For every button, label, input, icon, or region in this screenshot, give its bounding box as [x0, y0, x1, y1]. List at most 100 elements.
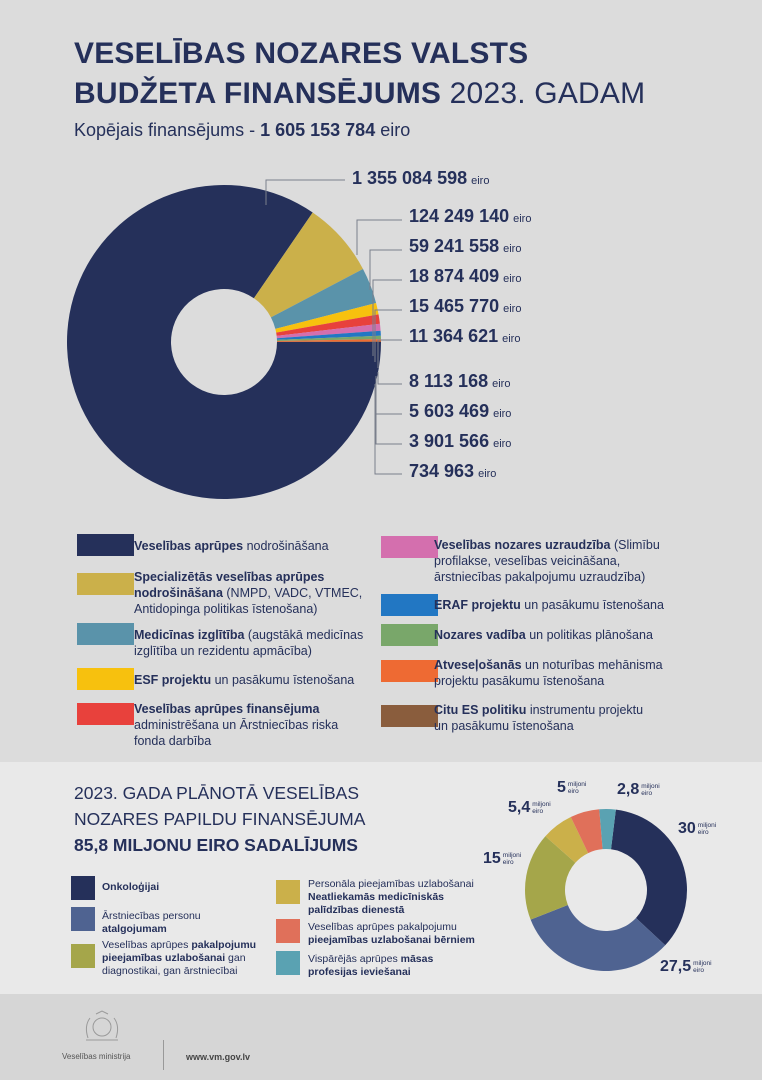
title-line-2-bold: BUDŽETA FINANSĒJUMS	[74, 77, 442, 110]
legend2-item-0: Onkoloģijai	[102, 881, 262, 894]
legend-swatch-1	[77, 573, 134, 595]
legend-item-bold: Specializētās veselības aprūpes nodrošin…	[134, 570, 325, 600]
additional-slice-4	[570, 809, 603, 854]
legend-item-rest: un politikas plānošana	[525, 628, 653, 642]
legend-item-bold: Citu ES politiku	[434, 703, 527, 717]
coat-of-arms-icon	[85, 1010, 119, 1041]
legend-item-rest: nodrošināšana	[243, 539, 329, 553]
legend2-text-pre: Veselības aprūpes	[102, 939, 192, 951]
main-value-unit: eiro	[471, 175, 490, 187]
additional-value-number: 15	[483, 850, 501, 867]
legend-swatch-9	[381, 705, 438, 727]
main-slice-6	[276, 330, 381, 340]
legend-item-rest: (Slimību profilakse, veselības veicināša…	[434, 538, 660, 584]
leader-line-3	[372, 279, 402, 356]
legend-item-2: Medicīnas izglītība (augstākā medicīnas …	[134, 627, 369, 659]
additional-value-unit: miljoni eiro	[698, 822, 716, 836]
legend2-item-5: Vispārējās aprūpes māsas profesijas ievi…	[308, 953, 478, 979]
main-slice-1	[253, 212, 364, 318]
main-value-number: 11 364 621	[409, 326, 499, 346]
unit-line-1: miljoni	[641, 783, 660, 790]
unit-line-2: eiro	[567, 788, 579, 795]
legend-swatch-3	[77, 668, 134, 690]
additional-slice-1	[530, 904, 666, 971]
legend2-text-bold: Onkoloģijai	[102, 881, 160, 893]
main-donut-chart	[67, 179, 402, 499]
additional-value-label-1: 27,5 miljoni eiro	[660, 958, 712, 976]
section2-heading: 2023. GADA PLĀNOTĀ VESELĪBAS NOZARES PAP…	[74, 780, 365, 858]
legend-item-bold: ERAF projektu	[434, 598, 521, 612]
main-value-unit: eiro	[513, 213, 532, 225]
main-value-label-6: 8 113 168 eiro	[409, 371, 510, 392]
legend2-item-1: Ārstniecības personu atalgojumam	[102, 910, 262, 936]
main-value-label-4: 15 465 770 eiro	[409, 296, 521, 317]
legend2-text-bold: pakalpojumu pieejamības uzlabošanai	[102, 939, 257, 964]
main-value-unit: eiro	[503, 243, 522, 255]
legend2-text-pre: Personāla pieejamības uzlabošanai	[308, 878, 474, 890]
total-funding: Kopējais finansējums - 1 605 153 784 eir…	[74, 120, 410, 141]
main-value-unit: eiro	[502, 333, 521, 345]
main-value-number: 18 874 409	[409, 266, 500, 286]
legend2-text-pre: Vispārējās aprūpes	[308, 953, 401, 965]
legend-item-bold: Medicīnas izglītība	[134, 628, 245, 642]
leader-line-4	[374, 309, 402, 362]
additional-value-unit: miljoni eiro	[568, 781, 586, 795]
legend2-swatch-1	[71, 907, 95, 931]
main-value-unit: eiro	[478, 468, 497, 480]
legend-item-6: ERAF projektu un pasākumu īstenošana	[434, 597, 689, 613]
main-value-number: 734 963	[409, 461, 475, 481]
legend-item-rest: un pasākumu īstenošana	[211, 673, 355, 687]
unit-line-2: eiro	[693, 967, 704, 974]
legend2-item-3: Personāla pieejamības uzlabošanai Neatli…	[308, 878, 478, 917]
total-label: Kopējais finansējums -	[74, 120, 261, 140]
main-value-label-9: 734 963 eiro	[409, 461, 496, 482]
additional-funding-donut-chart	[525, 809, 687, 971]
additional-value-number: 5,4	[508, 799, 531, 816]
main-value-unit: eiro	[493, 438, 512, 450]
legend2-text-bold: pieejamības uzlabošanai bērniem	[308, 934, 475, 946]
main-slice-0	[67, 185, 381, 499]
legend2-swatch-3	[276, 880, 300, 904]
leader-line-1	[356, 219, 402, 255]
legend2-text-pre: Ārstniecības personu	[102, 910, 201, 922]
unit-line-1: miljoni	[697, 822, 717, 829]
additional-value-unit: miljoni eiro	[532, 801, 550, 815]
legend-item-1: Specializētās veselības aprūpes nodrošin…	[134, 569, 369, 617]
total-value: 1 605 153 784	[260, 120, 376, 140]
footer-divider	[163, 1040, 164, 1070]
main-slice-8	[276, 339, 381, 342]
legend-item-rest: un pasākumu īstenošana	[520, 598, 664, 612]
legend-item-5: Veselības nozares uzraudzība (Slimību pr…	[434, 537, 689, 585]
legend-item-bold: ESF projektu	[134, 673, 212, 687]
leader-line-6	[377, 372, 402, 385]
additional-value-number: 27,5	[660, 958, 692, 975]
legend-item-bold: Veselības aprūpes	[134, 539, 244, 553]
leader-line-0	[265, 179, 345, 205]
main-value-number: 124 249 140	[409, 206, 510, 226]
additional-slice-5	[599, 809, 616, 850]
main-value-unit: eiro	[503, 273, 522, 285]
legend-item-9: Citu ES politiku instrumentu projektu un…	[434, 702, 649, 734]
title-line-1: VESELĪBAS NOZARES VALSTS	[74, 37, 529, 70]
page-title: VESELĪBAS NOZARES VALSTS BUDŽETA FINANSĒ…	[74, 34, 645, 114]
legend-swatch-8	[381, 660, 438, 682]
legend-item-rest: administrēšana un Ārstniecības riska fon…	[134, 718, 339, 748]
unit-line-2: eiro	[697, 829, 709, 836]
unit-line-1: miljoni	[567, 781, 587, 788]
main-value-label-5: 11 364 621 eiro	[409, 326, 520, 347]
additional-value-label-5: 2,8 miljoni eiro	[617, 781, 660, 799]
unit-line-2: eiro	[532, 808, 544, 815]
main-slice-5	[276, 323, 381, 339]
additional-slice-3	[545, 817, 589, 863]
main-slice-7	[276, 335, 381, 342]
unit-line-2: eiro	[502, 859, 514, 866]
main-value-number: 15 465 770	[409, 296, 500, 316]
main-value-number: 5 603 469	[409, 401, 490, 421]
unit-line-2: eiro	[641, 790, 653, 797]
legend-swatch-0	[77, 534, 134, 556]
additional-value-label-2: 15 miljoni eiro	[483, 850, 521, 868]
main-value-label-1: 124 249 140 eiro	[409, 206, 531, 227]
main-value-number: 59 241 558	[409, 236, 500, 256]
legend2-text-bold: Neatliekamās medicīniskās palīdzības die…	[308, 891, 444, 916]
website-link[interactable]: www.vm.gov.lv	[186, 1052, 251, 1062]
